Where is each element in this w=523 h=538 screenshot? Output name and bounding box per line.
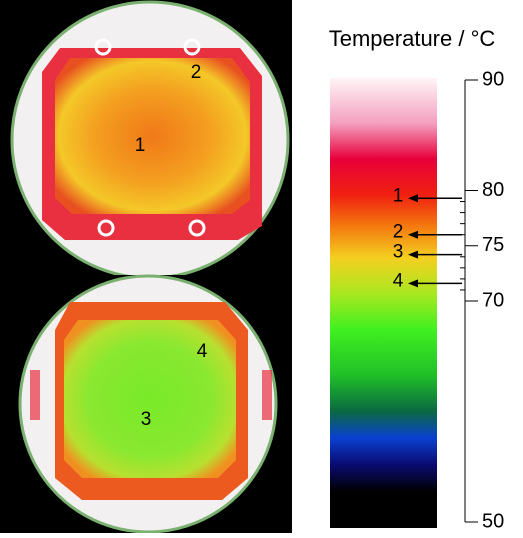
tick-label: 75 xyxy=(482,234,504,256)
marker-label: 3 xyxy=(393,242,404,263)
tick-label: 50 xyxy=(482,510,504,532)
cool-region xyxy=(64,320,236,478)
tick-label: 80 xyxy=(482,179,504,201)
point-label: 4 xyxy=(197,341,208,362)
colorbar xyxy=(330,78,437,528)
point-label: 3 xyxy=(141,409,152,430)
marker-label: 1 xyxy=(393,185,404,206)
tick-label: 70 xyxy=(482,289,504,311)
hot-region xyxy=(55,58,250,214)
marker-label: 2 xyxy=(393,222,404,243)
hot-spot xyxy=(30,370,40,420)
figure: 1 2 3 4 Temperature / °C 50707580901234 xyxy=(0,0,523,533)
hot-spot xyxy=(262,370,272,420)
point-label: 2 xyxy=(191,62,202,83)
marker-label: 4 xyxy=(393,270,404,291)
colorbar-title: Temperature / °C xyxy=(329,26,496,51)
point-label: 1 xyxy=(135,135,146,156)
tick-label: 90 xyxy=(482,68,504,90)
